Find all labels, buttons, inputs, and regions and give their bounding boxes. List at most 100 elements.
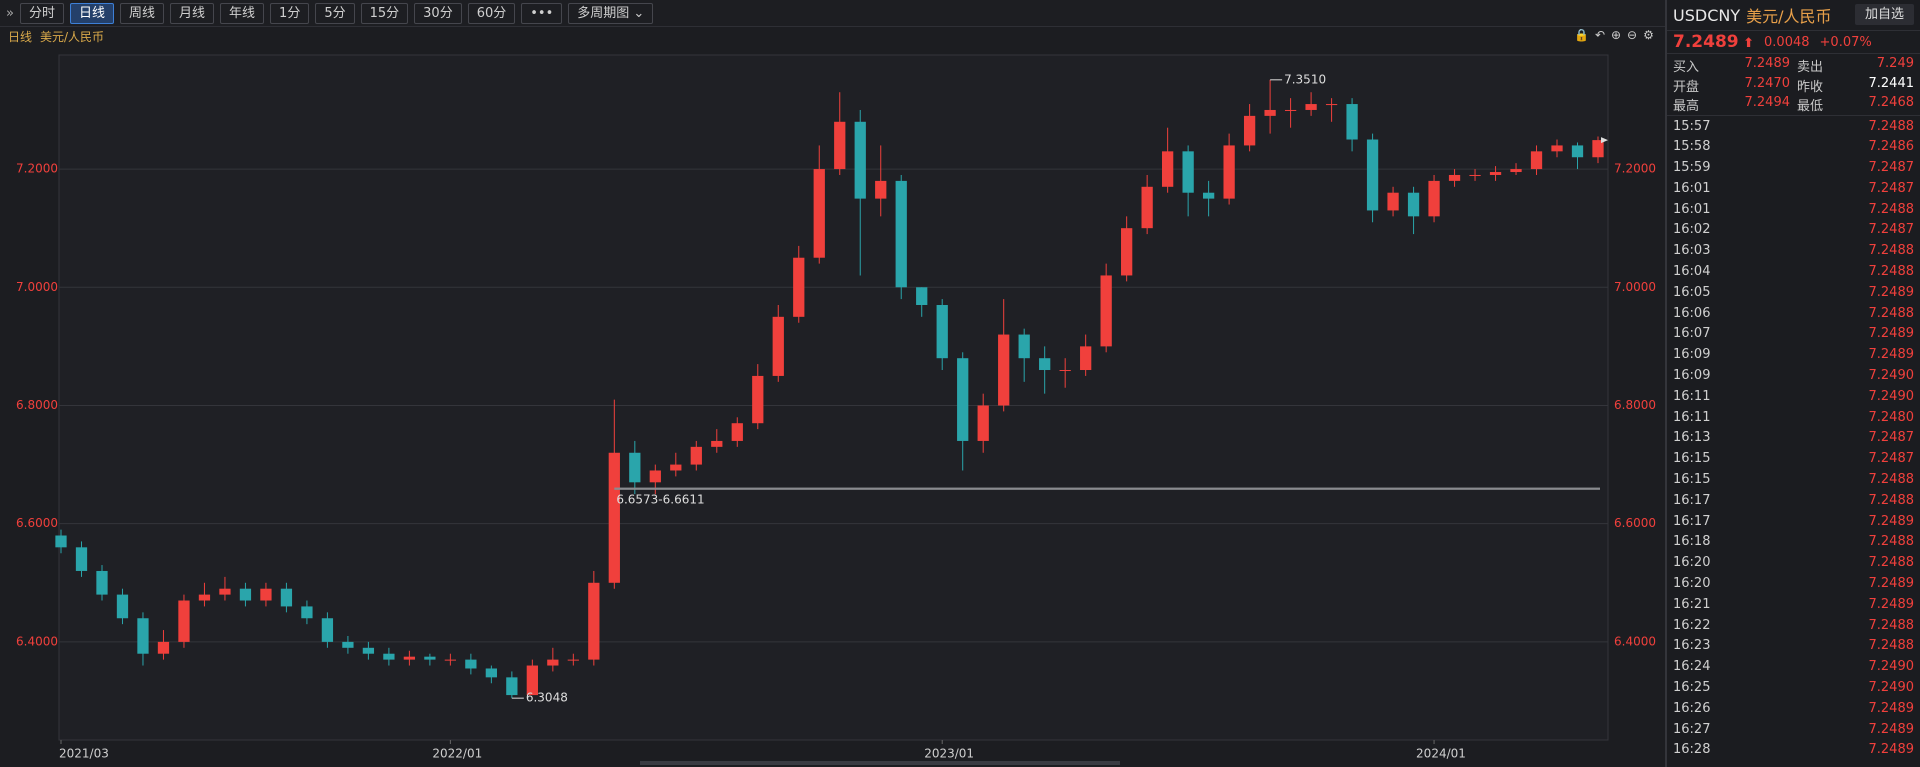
y-tick-label: 7.2000 bbox=[1614, 162, 1656, 176]
tick-price: 7.2489 bbox=[1868, 284, 1915, 300]
info-label: 最低 bbox=[1797, 99, 1824, 114]
period-button[interactable]: ••• bbox=[521, 2, 563, 24]
tick-row: 15:58 7.2486 bbox=[1667, 136, 1920, 157]
tick-price: 7.2488 bbox=[1868, 638, 1915, 654]
tick-row: 16:20 7.2489 bbox=[1667, 573, 1920, 594]
tick-time: 16:26 bbox=[1673, 700, 1711, 716]
candle-body bbox=[219, 588, 231, 595]
tick-price: 7.2488 bbox=[1868, 243, 1915, 259]
candle-body bbox=[1346, 104, 1358, 140]
info-label: 买入 bbox=[1673, 60, 1700, 75]
y-tick-label: 7.2000 bbox=[16, 162, 58, 176]
candle-body bbox=[998, 334, 1010, 406]
tick-price: 7.2490 bbox=[1868, 659, 1915, 675]
tick-price: 7.2487 bbox=[1868, 430, 1915, 446]
candle-body bbox=[977, 405, 989, 441]
period-button[interactable]: 30分 bbox=[414, 2, 462, 24]
candle-body bbox=[752, 375, 764, 424]
period-button[interactable]: 周线 bbox=[120, 2, 165, 24]
candle-body bbox=[1284, 109, 1297, 111]
candle-body bbox=[813, 169, 825, 258]
candle-body bbox=[383, 653, 395, 660]
x-tick-label: 2022/01 bbox=[432, 747, 482, 761]
tick-price: 7.2489 bbox=[1868, 576, 1915, 592]
tick-row: 16:23 7.2488 bbox=[1667, 635, 1920, 656]
tick-row: 16:21 7.2489 bbox=[1667, 594, 1920, 615]
tick-row: 16:28 7.2489 bbox=[1667, 739, 1920, 760]
price-row: 7.2489 0.0048 +0.07% bbox=[1667, 31, 1920, 54]
candle-body bbox=[1080, 346, 1092, 371]
chart-icons[interactable]: 🔒↶⊕⊖⚙ bbox=[1574, 28, 1660, 42]
add-watchlist-button[interactable]: 加自选 bbox=[1854, 4, 1914, 25]
tick-row: 16:17 7.2489 bbox=[1667, 511, 1920, 532]
tick-price: 7.2489 bbox=[1868, 513, 1915, 529]
candle-body bbox=[1100, 275, 1112, 347]
candle-body bbox=[1387, 192, 1399, 211]
tick-row: 16:25 7.2490 bbox=[1667, 677, 1920, 698]
candle-body bbox=[444, 659, 457, 661]
tick-row: 16:01 7.2488 bbox=[1667, 199, 1920, 220]
candle-body bbox=[506, 677, 518, 696]
quote-header: USDCNY 美元/人民币 bbox=[1667, 0, 1920, 31]
candle-body bbox=[1469, 174, 1481, 176]
period-button[interactable]: 15分 bbox=[360, 2, 409, 24]
tick-time: 16:11 bbox=[1673, 409, 1711, 425]
candle-body bbox=[875, 180, 887, 199]
symbol-name: 美元/人民币 bbox=[40, 30, 105, 44]
candle-body bbox=[1162, 151, 1174, 187]
candle-body bbox=[239, 588, 252, 601]
period-button[interactable]: 60分 bbox=[467, 2, 516, 24]
tick-row: 16:20 7.2488 bbox=[1667, 552, 1920, 573]
tick-price: 7.2489 bbox=[1868, 326, 1915, 342]
x-tick-label: 2024/01 bbox=[1416, 747, 1466, 761]
collapse-icon[interactable]: » bbox=[6, 5, 14, 21]
tick-row: 16:27 7.2489 bbox=[1667, 719, 1920, 740]
period-button[interactable]: 分时 bbox=[19, 2, 64, 24]
tick-time: 15:59 bbox=[1673, 160, 1711, 176]
change-pct: +0.07% bbox=[1819, 34, 1872, 50]
info-row: 最高 7.2494 最低 7.2468 bbox=[1667, 93, 1920, 114]
candle-body bbox=[1264, 109, 1276, 116]
candle-body bbox=[772, 316, 784, 376]
candle-body bbox=[1305, 104, 1317, 110]
tick-price: 7.2490 bbox=[1868, 368, 1915, 384]
tick-price: 7.2489 bbox=[1868, 596, 1915, 612]
tick-price: 7.2488 bbox=[1868, 472, 1915, 488]
candle-body bbox=[1223, 145, 1235, 199]
tick-time: 16:03 bbox=[1673, 243, 1711, 259]
tick-time: 16:06 bbox=[1673, 305, 1711, 321]
change: 0.0048 bbox=[1764, 34, 1810, 50]
y-tick-label: 6.6000 bbox=[1614, 516, 1656, 530]
tick-time: 16:01 bbox=[1673, 201, 1711, 217]
y-tick-label: 6.8000 bbox=[1614, 398, 1656, 412]
candle-body bbox=[526, 665, 538, 696]
info-label: 昨收 bbox=[1797, 79, 1824, 95]
quote-info: 买入 7.2489 卖出 7.249 开盘 7.2470 昨收 7.2441 最高 7.2494 最… bbox=[1667, 54, 1920, 116]
period-button[interactable]: 5分 bbox=[315, 2, 355, 24]
tick-time: 16:15 bbox=[1673, 472, 1711, 488]
scrollbar[interactable] bbox=[640, 761, 1120, 765]
tick-row: 16:06 7.2488 bbox=[1667, 303, 1920, 324]
candle-body bbox=[424, 656, 436, 660]
tick-price: 7.2488 bbox=[1868, 617, 1915, 633]
subheader: 日线 美元/人民币 bbox=[8, 28, 104, 45]
period-button[interactable]: 1分 bbox=[270, 2, 310, 24]
candle-body bbox=[465, 659, 477, 669]
candle-body bbox=[485, 668, 497, 678]
tick-price: 7.2490 bbox=[1868, 680, 1915, 696]
tick-price: 7.2489 bbox=[1868, 347, 1915, 363]
tick-time: 16:24 bbox=[1673, 659, 1711, 675]
period-button[interactable]: 日线 bbox=[69, 2, 114, 24]
tick-time: 16:25 bbox=[1673, 680, 1711, 696]
candle-body bbox=[670, 464, 682, 471]
candle-body bbox=[137, 618, 149, 654]
tick-time: 16:27 bbox=[1673, 721, 1711, 737]
period-button[interactable]: 月线 bbox=[170, 2, 215, 24]
period-button[interactable]: 多周期图 bbox=[568, 2, 654, 24]
tick-row: 16:24 7.2490 bbox=[1667, 656, 1920, 677]
tick-row: 16:15 7.2487 bbox=[1667, 448, 1920, 469]
candle-body bbox=[403, 656, 416, 660]
tick-row: 16:09 7.2490 bbox=[1667, 365, 1920, 386]
period-button[interactable]: 年线 bbox=[220, 2, 265, 24]
